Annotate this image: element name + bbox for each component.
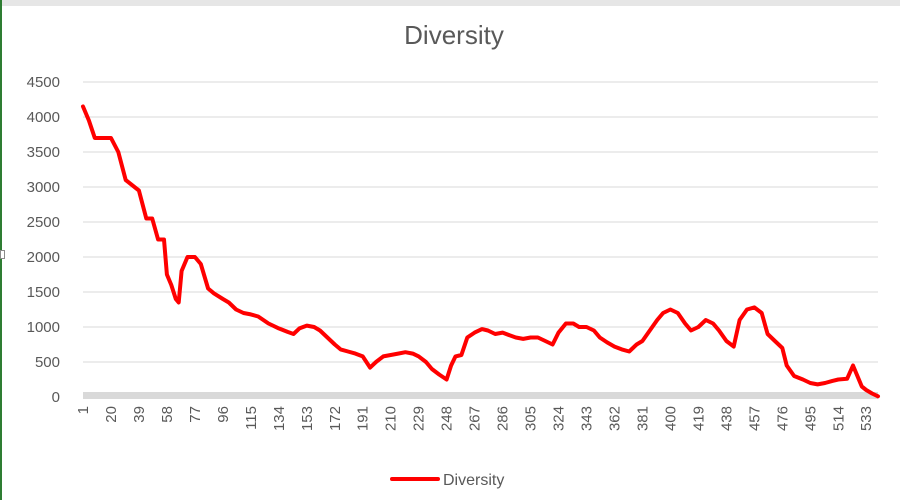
legend-label-diversity: Diversity bbox=[443, 472, 504, 489]
x-tick-label: 39 bbox=[131, 406, 148, 423]
x-tick-label: 229 bbox=[411, 406, 428, 431]
x-tick-label: 457 bbox=[746, 406, 763, 431]
window-top-strip bbox=[0, 0, 900, 6]
y-tick-label: 3000 bbox=[27, 179, 60, 196]
x-tick-label: 343 bbox=[579, 406, 596, 431]
x-tick-label: 20 bbox=[103, 406, 120, 423]
y-tick-label: 2500 bbox=[27, 214, 60, 231]
x-tick-label: 514 bbox=[830, 406, 847, 431]
chart-title: Diversity bbox=[404, 20, 504, 50]
x-tick-label: 362 bbox=[606, 406, 623, 431]
x-tick-label: 210 bbox=[383, 406, 400, 431]
x-tick-label: 172 bbox=[327, 406, 344, 431]
y-tick-label: 2000 bbox=[27, 249, 60, 266]
x-tick-label: 476 bbox=[774, 406, 791, 431]
y-tick-label: 1000 bbox=[27, 319, 60, 336]
series-line-diversity[interactable] bbox=[81, 104, 880, 399]
x-tick-label: 1 bbox=[75, 406, 92, 414]
legend[interactable]: Diversity bbox=[390, 472, 504, 489]
x-tick-label: 419 bbox=[690, 406, 707, 431]
x-tick-label: 381 bbox=[634, 406, 651, 431]
x-tick-label: 58 bbox=[159, 406, 176, 423]
x-tick-label: 267 bbox=[467, 406, 484, 431]
y-tick-label: 500 bbox=[35, 354, 60, 371]
x-tick-label: 153 bbox=[299, 406, 316, 431]
x-tick-label: 533 bbox=[858, 406, 875, 431]
y-tick-label: 4000 bbox=[27, 109, 60, 126]
resize-handle[interactable] bbox=[0, 250, 5, 259]
x-tick-label: 96 bbox=[215, 406, 232, 423]
x-tick-label: 495 bbox=[802, 406, 819, 431]
y-tick-label: 1500 bbox=[27, 284, 60, 301]
x-tick-label: 400 bbox=[662, 406, 679, 431]
y-tick-label: 3500 bbox=[27, 144, 60, 161]
x-tick-label: 286 bbox=[495, 406, 512, 431]
series-layer bbox=[81, 104, 880, 399]
x-tick-label: 77 bbox=[187, 406, 204, 423]
y-axis-ticks: 0 500 1000 1500 2000 2500 3000 3500 4000 4500 bbox=[27, 74, 60, 406]
y-tick-label: 4500 bbox=[27, 74, 60, 91]
x-tick-label: 248 bbox=[439, 406, 456, 431]
x-tick-label: 438 bbox=[718, 406, 735, 431]
y-tick-label: 0 bbox=[52, 389, 60, 406]
x-tick-label: 305 bbox=[523, 406, 540, 431]
x-tick-label: 115 bbox=[243, 406, 260, 430]
x-tick-label: 324 bbox=[551, 406, 568, 431]
grid-layer bbox=[83, 81, 878, 399]
x-axis-ticks: 1 20 39 58 77 96 115 134 153 172 191 210 229 248 267 28… bbox=[75, 406, 875, 431]
x-axis-line bbox=[83, 392, 878, 399]
x-tick-label: 134 bbox=[271, 406, 288, 431]
x-tick-label: 191 bbox=[355, 406, 372, 431]
